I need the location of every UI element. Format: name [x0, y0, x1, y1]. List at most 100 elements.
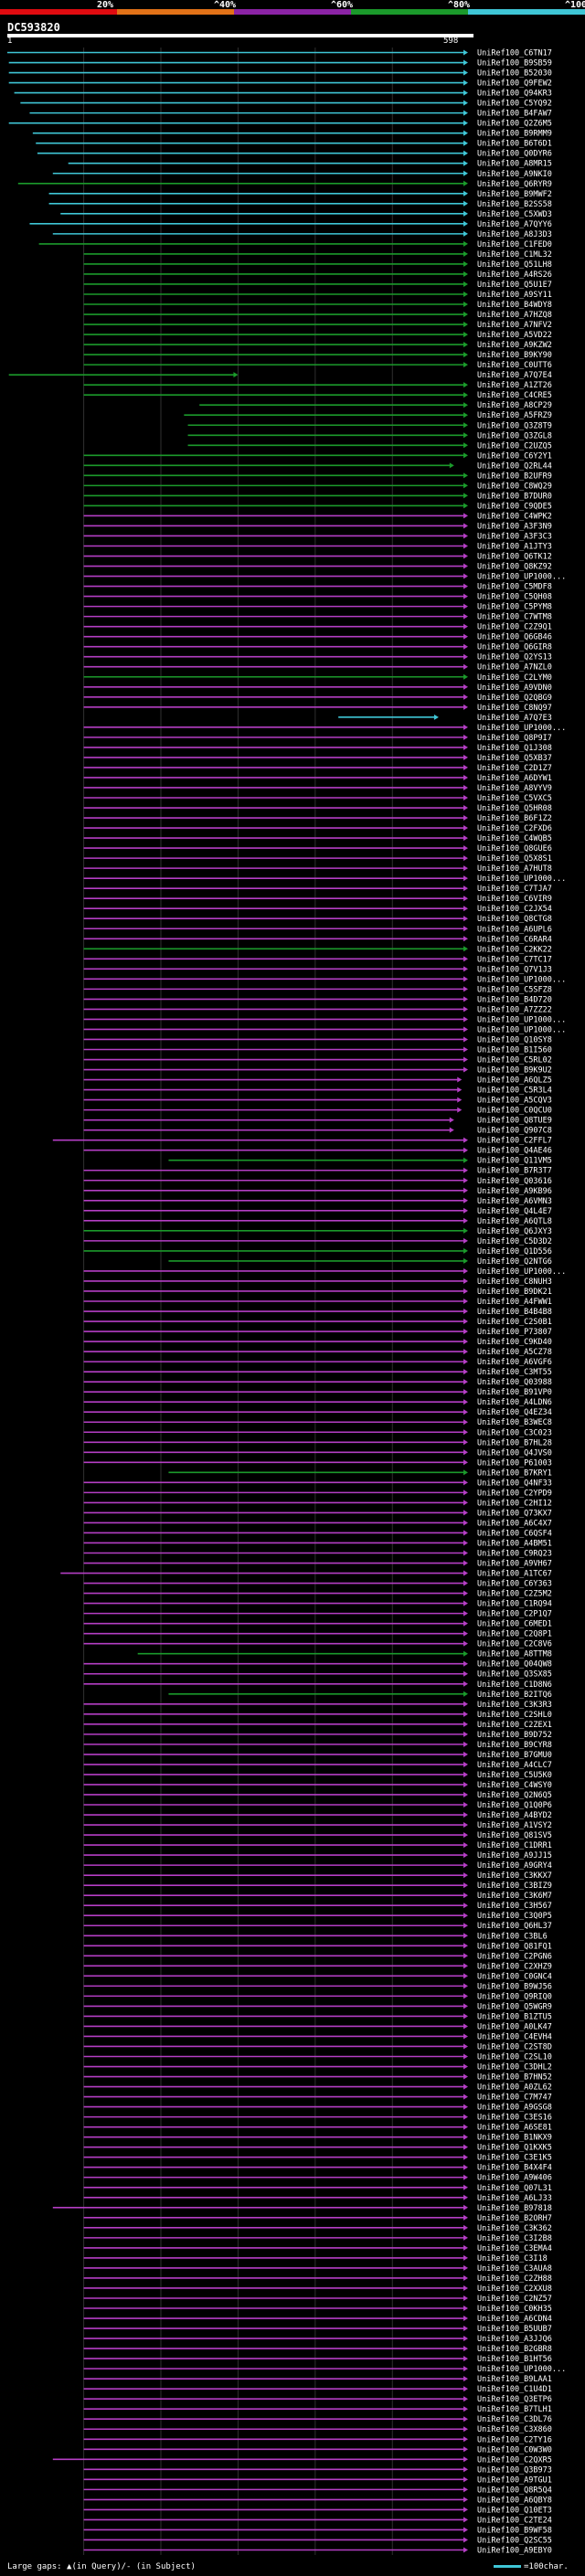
query-bar: [7, 34, 473, 37]
hit-label: UniRef100_C3AUA8: [477, 2264, 552, 2274]
hit-arrow-icon: [463, 653, 468, 660]
hit-label: UniRef100_B2ITQ6: [477, 1691, 552, 1700]
hit-label: UniRef100_C2TY16: [477, 2435, 552, 2444]
hit-label: UniRef100_A3F3N9: [477, 522, 552, 531]
hit-label: UniRef100_C3C023: [477, 1428, 552, 1437]
hit-arrow-icon: [463, 1349, 468, 1355]
hit-label: UniRef100_C3I18: [477, 2254, 548, 2263]
hit-arrow-icon: [463, 2284, 468, 2291]
hit-label: UniRef100_C0W3W0: [477, 2445, 552, 2454]
hit-label: UniRef100_Q1D556: [477, 1247, 552, 1256]
hit-label: UniRef100_A8J3D3: [477, 230, 552, 239]
hit-arrow-icon: [463, 170, 468, 176]
hit-label: UniRef100_A6QBY8: [477, 2496, 552, 2505]
hit-label: UniRef100_Q7V1J3: [477, 965, 552, 974]
hit-label: UniRef100_C3ES16: [477, 2114, 552, 2123]
hit-arrow-icon: [463, 412, 468, 419]
hit-label: UniRef100_Q2YS13: [477, 653, 552, 663]
hit-arrow-icon: [463, 2336, 468, 2342]
hit-arrow-icon: [463, 956, 468, 962]
hit-label: UniRef100_C6VIR9: [477, 895, 552, 904]
hit-label: UniRef100_C3H567: [477, 1902, 552, 1911]
hit-label: UniRef100_C5XWD3: [477, 210, 552, 219]
hit-arrow-icon: [463, 2274, 468, 2281]
hit-arrow-icon: [457, 1107, 463, 1113]
hit-label: UniRef100_A8CP29: [477, 401, 552, 410]
hit-label: UniRef100_Q9FEW2: [477, 80, 552, 89]
hit-label: UniRef100_UP1000...: [477, 1025, 566, 1034]
hit-arrow-icon: [463, 220, 468, 227]
hit-label: UniRef100_C3DL76: [477, 2415, 552, 2424]
hit-label: UniRef100_C0UTT6: [477, 361, 552, 370]
hit-label: UniRef100_B9K9U2: [477, 1066, 552, 1076]
hit-label: UniRef100_B7R3T7: [477, 1167, 552, 1176]
hit-arrow-icon: [463, 2426, 468, 2433]
hit-label: UniRef100_A1TC67: [477, 1570, 552, 1579]
hit-label: UniRef100_C2Q8P1: [477, 1630, 552, 1639]
hit-label: UniRef100_C3Q0P5: [477, 1912, 552, 1921]
hit-label: UniRef100_B9SB59: [477, 59, 552, 69]
hit-arrow-icon: [463, 1670, 468, 1677]
hit-label: UniRef100_A7Q7E3: [477, 714, 552, 723]
hit-arrow-icon: [463, 1036, 468, 1043]
hit-arrow-icon: [463, 2376, 468, 2382]
hit-label: UniRef100_UP1000...: [477, 2365, 566, 2374]
hit-label: UniRef100_C5VXC5: [477, 794, 552, 803]
hit-label: UniRef100_C3EMA4: [477, 2244, 552, 2253]
hit-arrow-icon: [449, 1117, 454, 1123]
hit-label: UniRef100_Q81SV5: [477, 1831, 552, 1840]
hit-label: UniRef100_A0LK47: [477, 2022, 552, 2031]
hit-label: UniRef100_Q3B973: [477, 2465, 552, 2475]
hit-arrow-icon: [463, 1882, 468, 1889]
hit-label: UniRef100_A5FRZ9: [477, 411, 552, 420]
hit-label: UniRef100_A9W406: [477, 2174, 552, 2183]
hit-label: UniRef100_Q3ETP6: [477, 2395, 552, 2404]
hit-label: UniRef100_C3BIZ9: [477, 1882, 552, 1891]
hit-label: UniRef100_C2NZ57: [477, 2295, 552, 2304]
hit-arrow-icon: [463, 2063, 468, 2070]
hit-arrow-icon: [463, 1540, 468, 1546]
hit-arrow-icon: [463, 1701, 468, 1707]
hit-label: UniRef100_C8NUH3: [477, 1277, 552, 1287]
hit-arrow-icon: [463, 794, 468, 800]
hit-label: UniRef100_B6F1Z2: [477, 814, 552, 823]
hit-arrow-icon: [463, 1257, 468, 1264]
hit-label: UniRef100_Q04QW8: [477, 1660, 552, 1670]
hit-arrow-icon: [463, 190, 468, 196]
hit-arrow-icon: [463, 1137, 468, 1143]
hit-arrow-icon: [463, 2204, 468, 2210]
hit-arrow-icon: [463, 1580, 468, 1586]
hit-arrow-icon: [463, 784, 468, 790]
hit-arrow-icon: [463, 1288, 468, 1294]
hit-arrow-icon: [463, 2083, 468, 2090]
hit-label: UniRef100_Q6GIR8: [477, 643, 552, 652]
hit-arrow-icon: [463, 2436, 468, 2443]
hit-arrow-icon: [463, 1620, 468, 1627]
hit-label: UniRef100_A9VH67: [477, 1560, 552, 1569]
hit-label: UniRef100_B2GBR8: [477, 2345, 552, 2354]
hit-arrow-icon: [463, 1963, 468, 1969]
hit-arrow-icon: [463, 1500, 468, 1506]
hit-arrow-icon: [463, 875, 468, 882]
hit-arrow-icon: [463, 2295, 468, 2301]
hit-arrow-icon: [463, 1802, 468, 1808]
hit-arrow-icon: [463, 1399, 468, 1405]
hit-arrow-icon: [463, 1560, 468, 1566]
hit-arrow-icon: [463, 260, 468, 267]
hit-arrow-icon: [463, 1237, 468, 1244]
hit-label: UniRef100_C1ML32: [477, 250, 552, 260]
hit-label: UniRef100_A7NZL0: [477, 663, 552, 673]
hit-label: UniRef100_C5RL02: [477, 1056, 552, 1065]
hit-arrow-icon: [463, 2114, 468, 2120]
hit-arrow-icon: [463, 936, 468, 942]
hit-label: UniRef100_Q1J308: [477, 744, 552, 753]
hit-label: UniRef100_C1U4D1: [477, 2385, 552, 2394]
hit-arrow-icon: [463, 2517, 468, 2523]
hit-arrow-icon: [463, 1006, 468, 1012]
hit-label: UniRef100_A9SY11: [477, 291, 552, 300]
hit-arrow-icon: [463, 1379, 468, 1385]
hit-arrow-icon: [463, 1822, 468, 1829]
hit-arrow-icon: [463, 1832, 468, 1839]
hit-arrow-icon: [463, 1510, 468, 1516]
query-range-end: 598: [443, 37, 459, 46]
